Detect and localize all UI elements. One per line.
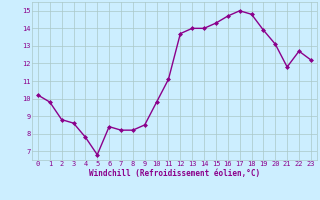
- X-axis label: Windchill (Refroidissement éolien,°C): Windchill (Refroidissement éolien,°C): [89, 169, 260, 178]
